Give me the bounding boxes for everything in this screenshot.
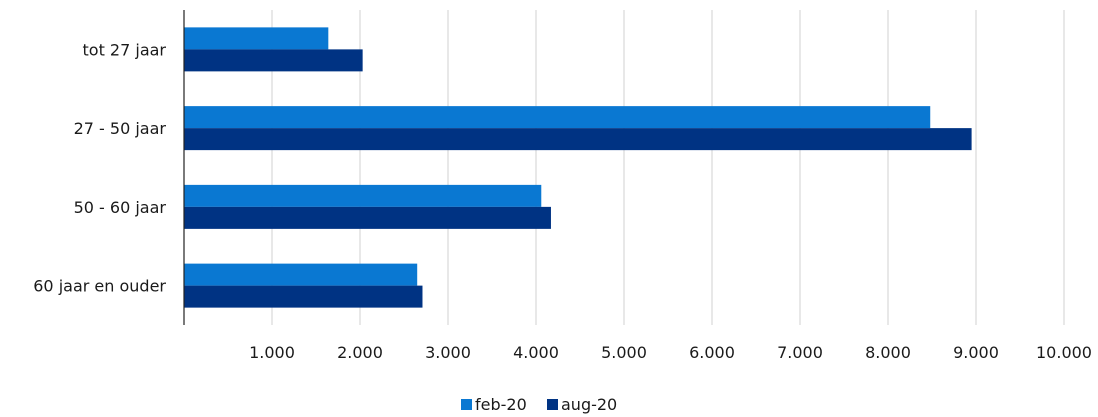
legend-item: feb-20	[461, 395, 527, 414]
category-label: 27 - 50 jaar	[74, 119, 167, 138]
category-labels: tot 27 jaar 27 - 50 jaar 50 - 60 jaar 60 ja…	[33, 40, 166, 295]
x-tick-label: 2.000	[337, 343, 383, 362]
legend-swatch	[461, 399, 472, 410]
x-tick-label: 3.000	[425, 343, 471, 362]
bar-aug-20	[184, 128, 972, 151]
category-label: tot 27 jaar	[83, 40, 167, 59]
bar-aug-20	[184, 49, 363, 72]
bar-aug-20	[184, 285, 423, 308]
x-tick-label: 4.000	[513, 343, 559, 362]
legend-label: aug-20	[561, 395, 617, 414]
x-tick-label: 1.000	[249, 343, 295, 362]
category-label: 60 jaar en ouder	[33, 277, 166, 296]
bar-feb-20	[184, 106, 931, 129]
bar-feb-20	[184, 263, 418, 286]
legend-label: feb-20	[475, 395, 527, 414]
legend-swatch	[547, 399, 558, 410]
x-tick-label: 5.000	[601, 343, 647, 362]
legend-item: aug-20	[547, 395, 617, 414]
bar-feb-20	[184, 184, 542, 207]
category-label: 50 - 60 jaar	[74, 198, 167, 217]
bar-feb-20	[184, 27, 329, 50]
bar-aug-20	[184, 206, 551, 229]
x-tick-label: 10.000	[1036, 343, 1092, 362]
x-tick-labels: 1.000 2.000 3.000 4.000 5.000 6.000 7.000 8.000…	[249, 343, 1092, 362]
legend: feb-20 aug-20	[461, 395, 617, 414]
bars	[184, 27, 972, 308]
x-tick-label: 7.000	[777, 343, 823, 362]
x-tick-label: 8.000	[865, 343, 911, 362]
x-tick-label: 6.000	[689, 343, 735, 362]
x-tick-label: 9.000	[953, 343, 999, 362]
